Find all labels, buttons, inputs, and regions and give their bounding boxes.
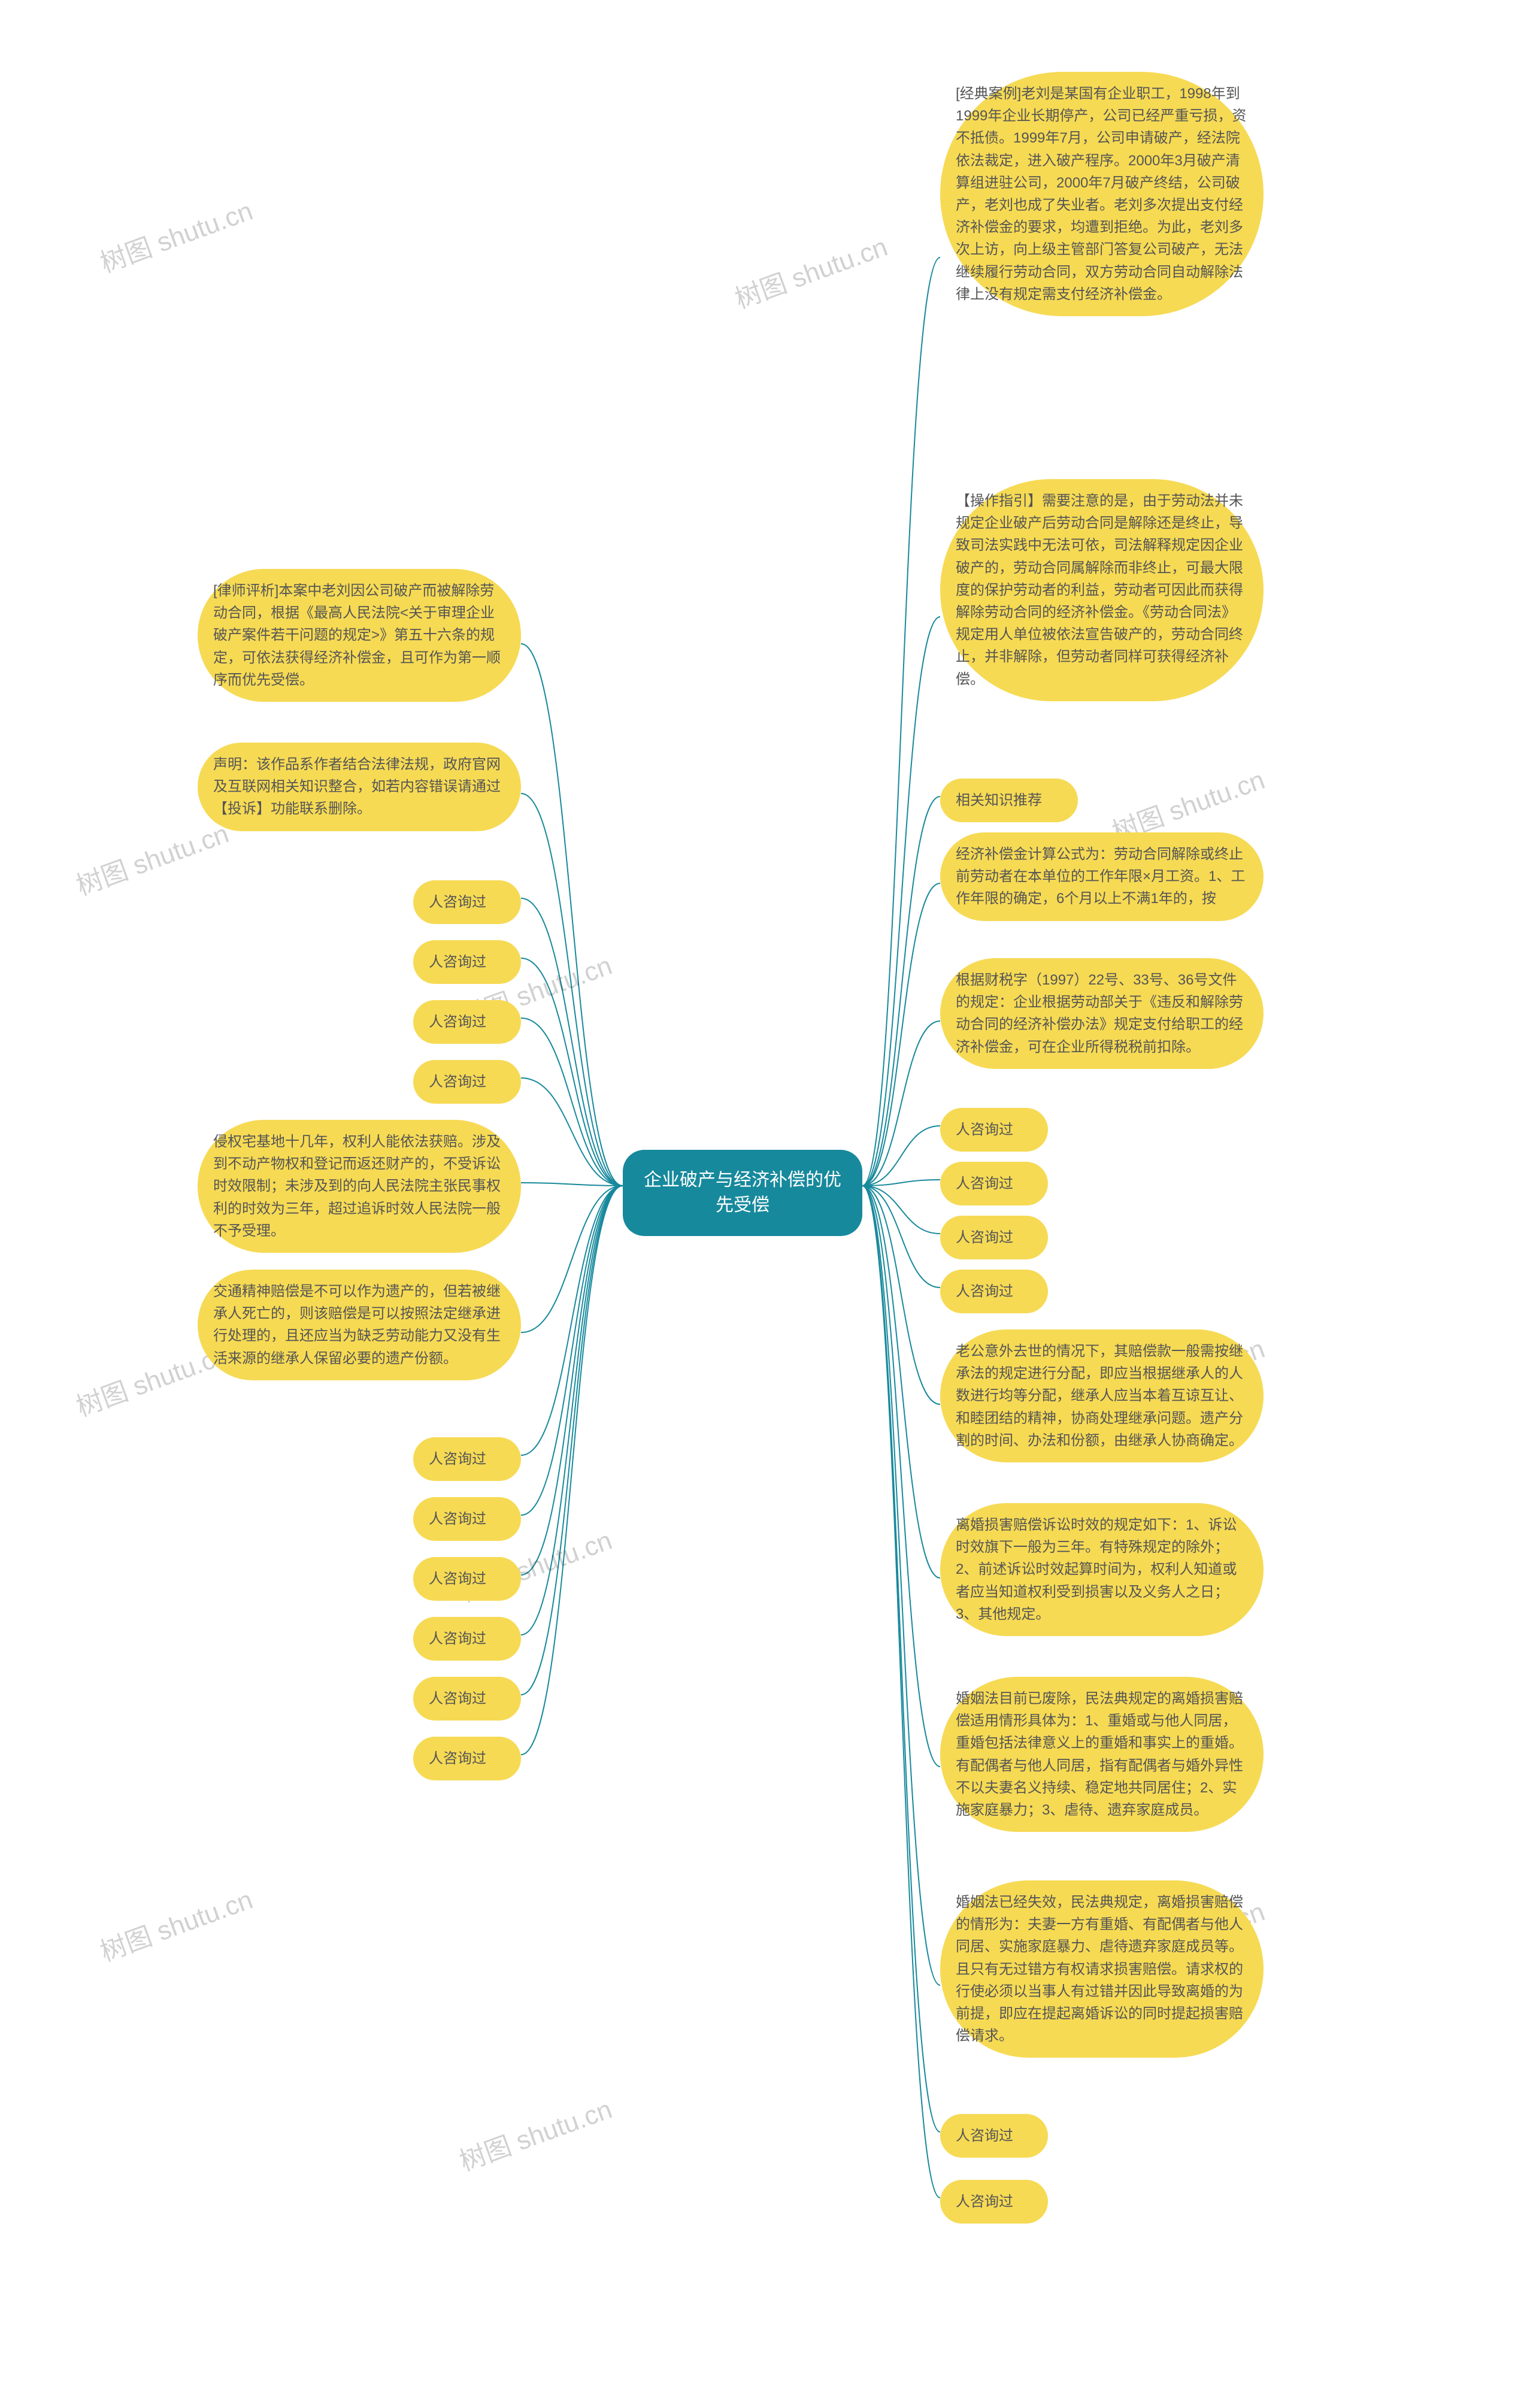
edge [521,958,623,1186]
mindmap-node[interactable]: 离婚损害赔偿诉讼时效的规定如下：1、诉讼时效旗下一般为三年。有特殊规定的除外；2… [940,1503,1264,1636]
edge [521,1186,623,1332]
edge [521,1186,623,1515]
mindmap-node[interactable]: 人咨询过 [413,940,521,984]
edge [862,1126,940,1186]
edge [862,1186,940,1578]
mindmap-node[interactable]: 相关知识推荐 [940,779,1078,822]
mindmap-node[interactable]: 人咨询过 [413,1000,521,1044]
edge [521,1186,623,1695]
edge [521,1078,623,1186]
watermark: 树图 shutu.cn [729,225,892,316]
edge [862,1180,940,1186]
mindmap-node[interactable]: 人咨询过 [940,2180,1048,2224]
edge [862,1186,940,2132]
mindmap-node[interactable]: 人咨询过 [940,1162,1048,1205]
mindmap-node[interactable]: 人咨询过 [940,2114,1048,2158]
mindmap-node[interactable]: 老公意外去世的情况下，其赔偿款一般需按继承法的规定进行分配，即应当根据继承人的人… [940,1329,1264,1462]
mindmap-node[interactable]: 婚姻法已经失效，民法典规定，离婚损害赔偿的情形为：夫妻一方有重婚、有配偶者与他人… [940,1880,1264,2058]
mindmap-node[interactable]: 人咨询过 [413,1557,521,1601]
mindmap-node[interactable]: 人咨询过 [413,1617,521,1661]
mindmap-node[interactable]: 人咨询过 [940,1216,1048,1259]
mindmap-node[interactable]: 经济补偿金计算公式为：劳动合同解除或终止前劳动者在本单位的工作年限×月工资。1、… [940,832,1264,921]
mindmap-node[interactable]: [律师评析]本案中老刘因公司破产而被解除劳动合同，根据《最高人民法院<关于审理企… [198,569,521,702]
mindmap-node[interactable]: 人咨询过 [413,880,521,924]
mindmap-node[interactable]: 人咨询过 [413,1677,521,1721]
edge [862,258,940,1186]
mindmap-node[interactable]: 人咨询过 [940,1108,1048,1152]
edge [521,1186,623,1755]
edge [521,1018,623,1186]
mindmap-node[interactable]: 【操作指引】需要注意的是，由于劳动法并未规定企业破产后劳动合同是解除还是终止，导… [940,479,1264,701]
edge [521,1186,623,1455]
mindmap-node[interactable]: 根据财税字（1997）22号、33号、36号文件的规定：企业根据劳动部关于《违反… [940,958,1264,1069]
edge [521,1186,623,1635]
edge [862,883,940,1186]
watermark: 树图 shutu.cn [70,812,233,902]
edge [862,1186,940,1288]
edge [521,1183,623,1186]
edge [862,1021,940,1186]
edge [862,1186,940,1767]
root-node[interactable]: 企业破产与经济补偿的优先受偿 [623,1150,862,1236]
edge [521,644,623,1186]
edge [862,1186,940,2198]
edge [521,898,623,1186]
edge [521,793,623,1186]
mindmap-stage: 树图 shutu.cn 树图 shutu.cn 树图 shutu.cn 树图 shut… [0,0,1533,2408]
mindmap-node[interactable]: 交通精神赔偿是不可以作为遗产的，但若被继承人死亡的，则该赔偿是可以按照法定继承进… [198,1270,521,1380]
watermark: 树图 shutu.cn [94,189,257,280]
mindmap-node[interactable]: 婚姻法目前已废除，民法典规定的离婚损害赔偿适用情形具体为：1、重婚或与他人同居，… [940,1677,1264,1832]
mindmap-node[interactable]: 人咨询过 [413,1060,521,1104]
edge [862,617,940,1186]
mindmap-node[interactable]: 人咨询过 [413,1497,521,1541]
mindmap-node[interactable]: 人咨询过 [940,1270,1048,1313]
edge [862,1186,940,1985]
edge [862,796,940,1186]
edge [862,1186,940,1404]
mindmap-node[interactable]: [经典案例]老刘是某国有企业职工，1998年到1999年企业长期停产，公司已经严… [940,72,1264,316]
watermark: 树图 shutu.cn [94,1878,257,1968]
mindmap-node[interactable]: 侵权宅基地十几年，权利人能依法获赔。涉及到不动产物权和登记而返还财产的，不受诉讼… [198,1120,521,1253]
edge [521,1186,623,1575]
edge [862,1186,940,1234]
mindmap-node[interactable]: 声明：该作品系作者结合法律法规，政府官网及互联网相关知识整合，如若内容错误请通过… [198,743,521,831]
watermark: 树图 shutu.cn [453,2088,616,2178]
mindmap-node[interactable]: 人咨询过 [413,1737,521,1780]
mindmap-node[interactable]: 人咨询过 [413,1437,521,1481]
